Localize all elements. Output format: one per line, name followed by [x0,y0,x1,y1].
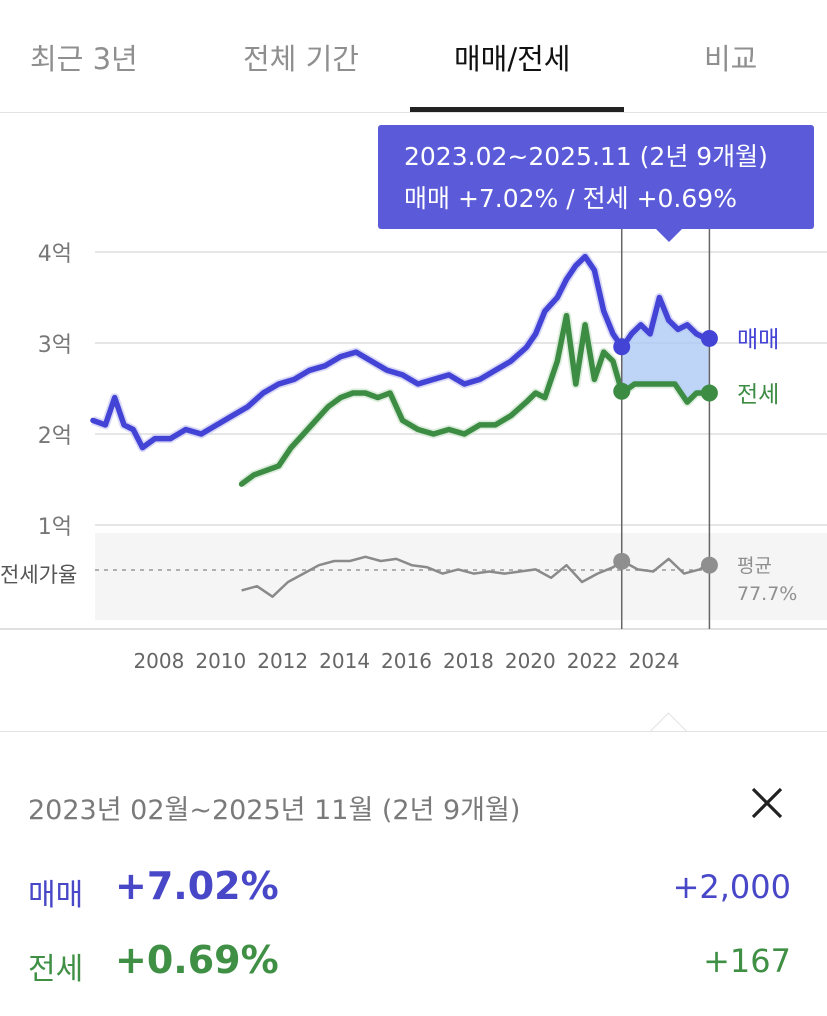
ratio-start-marker [613,552,631,570]
range-tooltip: 2023.02~2025.11 (2년 9개월) 매매 +7.02% / 전세 … [378,125,814,229]
ratio-average-value: 77.7% [737,583,797,605]
sale-change-percent: +7.02% [115,864,279,908]
active-tab-indicator [410,107,624,112]
x-tick-label: 2020 [505,649,556,673]
sale-end-marker [700,329,718,347]
tab-recent-3-years[interactable]: 최근 3년 [30,42,138,76]
x-tick-label: 2008 [133,649,184,673]
x-tick-label: 2016 [381,649,432,673]
period-tab-bar: 최근 3년 전체 기간 매매/전세 비교 [0,0,827,113]
sale-start-marker [613,338,631,356]
jeonse-line [238,312,709,487]
x-tick-label: 2024 [629,649,680,673]
y-tick-label: 3억 [38,333,72,358]
jeonse-label: 전세 [28,952,84,987]
x-tick-label: 2010 [195,649,246,673]
y-tick-label: 4억 [38,242,72,267]
y-tick-label: 1억 [38,515,72,540]
ratio-end-marker [700,556,718,574]
sale-change-amount: +2,000 [672,868,791,906]
jeonse-ratio-line [241,555,707,598]
x-tick-label: 2012 [257,649,308,673]
x-tick-label: 2014 [319,649,370,673]
jeonse-change-percent: +0.69% [115,938,279,982]
sale-line [90,253,709,451]
tooltip-period: 2023.02~2025.11 (2년 9개월) [404,142,768,171]
y-tick-label: 2억 [38,424,72,449]
sale-label: 매매 [28,878,84,913]
x-tick-label: 2022 [567,649,618,673]
tab-compare[interactable]: 비교 [704,42,758,76]
close-icon[interactable] [744,780,790,826]
jeonse-end-marker [700,384,718,402]
tab-entire-period[interactable]: 전체 기간 [243,42,359,76]
ratio-band [95,533,827,620]
jeonse-start-marker [613,382,631,400]
summary-period: 2023년 02월~2025년 11월 (2년 9개월) [28,795,521,826]
x-tick-label: 2018 [443,649,494,673]
ratio-axis-label: 전세가율 [0,563,77,587]
tooltip-pointer [655,228,683,242]
tooltip-change: 매매 +7.02% / 전세 +0.69% [404,184,737,213]
range-summary-panel: 2023년 02월~2025년 11월 (2년 9개월) 매매 +7.02% +… [0,731,827,1016]
sale-series-label: 매매 [737,327,779,353]
tab-sale-jeonse[interactable]: 매매/전세 [454,42,571,76]
jeonse-series-label: 전세 [737,382,779,408]
ratio-average-label: 평균 [737,555,772,577]
jeonse-change-amount: +167 [703,942,791,980]
